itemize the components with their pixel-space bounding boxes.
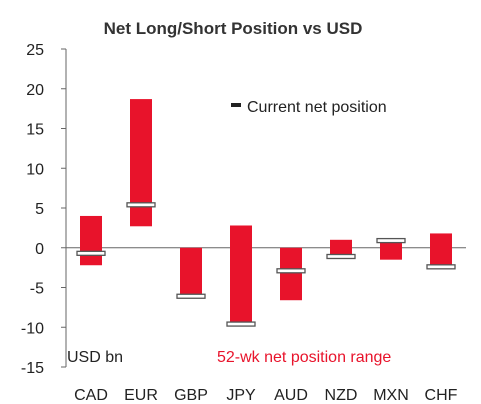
x-axis-labels: CAD EUR GBP JPY AUD NZD MXN CHF [74, 387, 458, 404]
x-tick-label: JPY [226, 387, 256, 404]
y-tick-label: 10 [26, 161, 44, 178]
x-tick-label: MXN [373, 387, 409, 404]
x-tick-label: AUD [274, 387, 308, 404]
range-bar-nzd [330, 239, 352, 257]
legend: Current net position [231, 99, 387, 116]
x-tick-label: NZD [325, 387, 358, 404]
y-tick-label: 15 [26, 122, 44, 139]
range-bars [80, 99, 452, 326]
range-bar-eur [130, 99, 152, 227]
x-tick-label: CAD [74, 387, 108, 404]
y-tick-label: 25 [26, 42, 44, 59]
y-axis: 25 20 15 10 5 0 -5 -10 -15 [21, 42, 66, 377]
x-tick-label: EUR [124, 387, 158, 404]
chart-title: Net Long/Short Position vs USD [104, 19, 363, 38]
range-bar-chf [430, 233, 452, 270]
current-marker-eur [126, 202, 156, 208]
current-marker-gbp [176, 293, 206, 299]
legend-marker [231, 103, 241, 107]
legend-label-range: 52-wk net position range [217, 349, 391, 366]
range-bar-jpy [230, 225, 252, 326]
current-marker-jpy [226, 321, 256, 327]
range-bar-cad [80, 215, 102, 266]
current-marker-mxn [376, 237, 406, 244]
y-axis-unit-label: USD bn [67, 349, 123, 366]
range-bar-mxn [380, 241, 402, 260]
current-marker-chf [426, 264, 456, 270]
legend-label-current: Current net position [247, 99, 387, 116]
y-tick-label: 5 [35, 201, 44, 218]
y-tick-label: -15 [21, 360, 44, 377]
range-bar-gbp [180, 247, 202, 297]
current-marker-nzd [326, 253, 356, 260]
y-tick-label: -10 [21, 320, 44, 337]
y-tick-label: -5 [30, 281, 44, 298]
y-tick-label: 20 [26, 82, 44, 99]
current-marker-aud [276, 268, 306, 274]
y-tick-label: 0 [35, 241, 44, 258]
x-tick-label: CHF [425, 387, 458, 404]
x-tick-label: GBP [174, 387, 208, 404]
current-markers [76, 202, 456, 327]
current-marker-cad [76, 250, 106, 256]
range-bar-aud [280, 247, 302, 301]
